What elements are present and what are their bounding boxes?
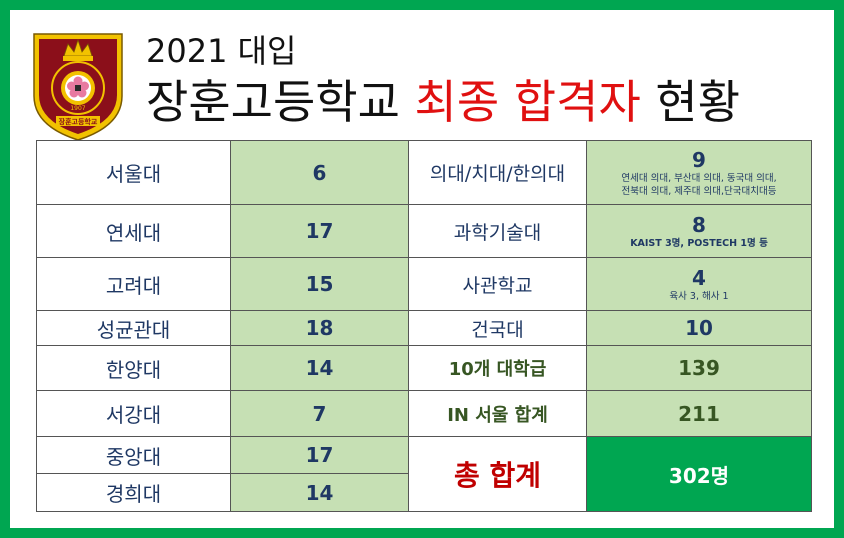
category-label: 의대/치대/한의대 — [408, 140, 587, 205]
category-count: 10 — [685, 316, 713, 340]
table-row: 한양대 14 10개 대학급 139 — [36, 345, 812, 391]
title-highlight: 최종 합격자 — [414, 75, 641, 129]
svg-text:1907: 1907 — [70, 105, 85, 112]
university-label: 연세대 — [36, 204, 231, 258]
category-note: 연세대 의대, 부산대 의대, 동국대 의대, — [621, 172, 777, 184]
category-label: 과학기술대 — [408, 204, 587, 258]
svg-text:장훈고등학교: 장훈고등학교 — [59, 117, 98, 126]
university-count: 17 — [230, 436, 409, 474]
university-count: 14 — [230, 345, 409, 391]
table-row: 서울대 6 의대/치대/한의대 9 연세대 의대, 부산대 의대, 동국대 의대… — [36, 140, 812, 205]
category-value: 211 — [586, 390, 812, 437]
table-row: 고려대 15 사관학교 4 육사 3, 해사 1 — [36, 257, 812, 311]
university-label: 한양대 — [36, 345, 231, 391]
category-label: 건국대 — [408, 310, 587, 346]
table-row: 성균관대 18 건국대 10 — [36, 310, 812, 346]
university-label: 성균관대 — [36, 310, 231, 346]
title-suffix: 현황 — [640, 75, 741, 129]
category-count: 211 — [678, 401, 720, 426]
table-row: 서강대 7 IN 서울 합계 211 — [36, 390, 812, 437]
title-school: 장훈고등학교 — [146, 75, 415, 129]
category-value: 10 — [586, 310, 812, 346]
university-label: 서울대 — [36, 140, 231, 205]
category-count: 9 — [692, 147, 706, 172]
university-label: 서강대 — [36, 390, 231, 437]
category-note: 전북대 의대, 제주대 의대,단국대치대등 — [621, 185, 777, 197]
university-count: 6 — [230, 140, 409, 205]
category-label: IN 서울 합계 — [408, 390, 587, 437]
university-label: 고려대 — [36, 257, 231, 311]
category-value: 4 육사 3, 해사 1 — [586, 257, 812, 311]
category-note: 육사 3, 해사 1 — [669, 290, 729, 302]
table-row: 연세대 17 과학기술대 8 KAIST 3명, POSTECH 1명 등 — [36, 204, 812, 258]
page-title: 장훈고등학교 최종 합격자 현황 — [146, 66, 740, 132]
university-label: 중앙대 — [36, 436, 231, 474]
university-count: 14 — [230, 473, 409, 512]
university-count: 17 — [230, 204, 409, 258]
school-emblem-icon: 1907 장훈고등학교 — [33, 33, 123, 141]
university-label: 경희대 — [36, 473, 231, 512]
table-row: 중앙대 17 총 합계 302명 — [36, 436, 812, 512]
category-count: 139 — [678, 356, 720, 380]
category-value: 8 KAIST 3명, POSTECH 1명 등 — [586, 204, 812, 258]
category-count: 4 — [692, 265, 706, 290]
category-note: KAIST 3명, POSTECH 1명 등 — [630, 237, 768, 249]
results-table: 서울대 6 의대/치대/한의대 9 연세대 의대, 부산대 의대, 동국대 의대… — [36, 140, 812, 512]
category-value: 9 연세대 의대, 부산대 의대, 동국대 의대, 전북대 의대, 제주대 의대… — [586, 140, 812, 205]
university-count: 15 — [230, 257, 409, 311]
category-value: 139 — [586, 345, 812, 391]
subtitle: 2021 대입 — [146, 32, 297, 70]
total-value: 302명 — [586, 436, 812, 512]
category-count: 8 — [692, 212, 706, 237]
table-row: 경희대 14 — [36, 473, 812, 512]
university-count: 18 — [230, 310, 409, 346]
university-count: 7 — [230, 390, 409, 437]
category-label: 10개 대학급 — [408, 345, 587, 391]
category-label: 사관학교 — [408, 257, 587, 311]
total-label: 총 합계 — [408, 436, 587, 512]
